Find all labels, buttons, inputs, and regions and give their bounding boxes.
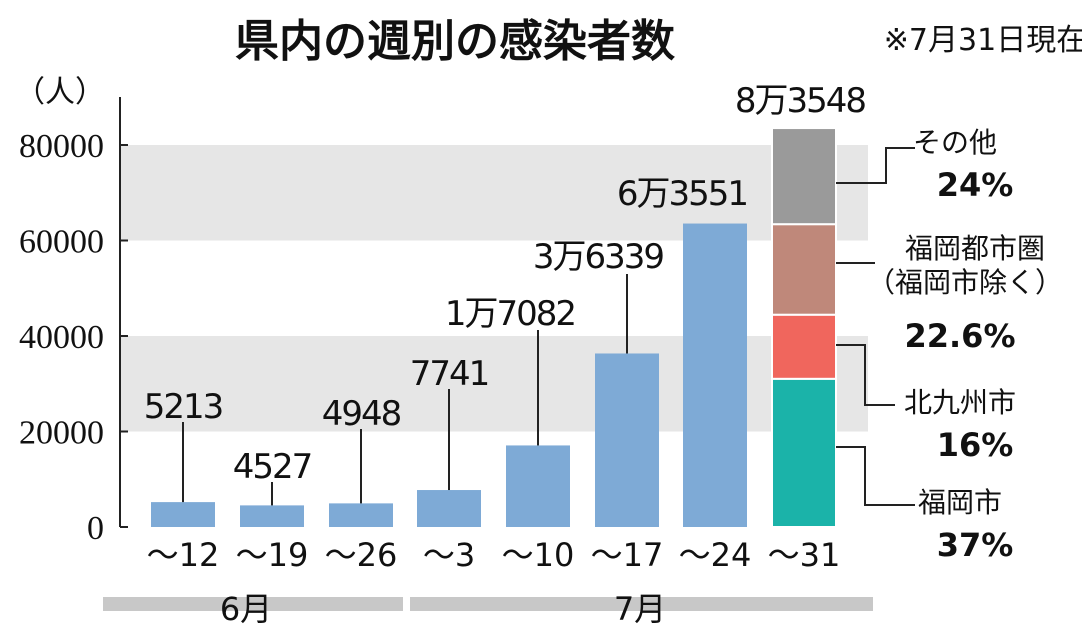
value-label: 5213: [144, 387, 223, 427]
segment-percent: 24%: [937, 166, 1014, 204]
x-tick-label: ～17: [591, 536, 664, 574]
bar: [683, 223, 747, 527]
segment-percent: 22.6%: [904, 317, 1015, 355]
bar: [506, 445, 570, 527]
stack-segment: [771, 377, 837, 528]
segment-percent: 16%: [937, 426, 1014, 464]
segment-name: 北九州市: [904, 386, 1016, 419]
x-tick-label: ～24: [679, 536, 752, 574]
bar: [240, 505, 304, 527]
x-tick-label: ～26: [325, 536, 398, 574]
value-label: 1万7082: [445, 294, 575, 334]
leader-line: [836, 147, 915, 184]
x-tick-label: ～3: [423, 536, 475, 574]
chart-title: 県内の週別の感染者数: [235, 16, 675, 67]
y-axis-label: （人）: [15, 75, 105, 110]
y-tick-label: 80000: [19, 128, 104, 165]
bar: [595, 353, 659, 527]
segment-name-note: （福岡市除く）: [867, 266, 1063, 299]
y-tick-label: 0: [87, 510, 104, 547]
value-label: 8万3548: [735, 81, 866, 121]
grid-band: [120, 145, 868, 241]
value-label: 3万6339: [533, 237, 664, 277]
segment-name: 福岡都市圏: [905, 232, 1045, 265]
stack-segment: [771, 223, 837, 316]
segment-name: 福岡市: [918, 486, 1002, 519]
month-label: 6月: [220, 590, 272, 628]
y-tick-label: 20000: [19, 415, 104, 452]
grid-band: [120, 336, 868, 432]
x-tick-label: ～19: [236, 536, 309, 574]
month-band: [410, 597, 873, 611]
y-tick-label: 60000: [19, 224, 104, 261]
x-tick-label: ～12: [147, 536, 220, 574]
value-label: 4527: [233, 447, 312, 487]
month-label: 7月: [614, 590, 666, 628]
segment-percent: 37%: [937, 526, 1014, 564]
bar: [151, 502, 215, 527]
y-tick-label: 40000: [19, 319, 104, 356]
leader-line: [836, 344, 895, 406]
x-tick-label: ～10: [502, 536, 575, 574]
stack-segment: [771, 313, 837, 380]
stack-segment: [771, 127, 837, 226]
value-label: 7741: [410, 354, 489, 394]
value-label: 6万3551: [617, 174, 747, 214]
date-note: ※7月31日現在: [884, 23, 1082, 58]
leader-line: [836, 446, 915, 506]
x-tick-label: ～31: [768, 536, 841, 574]
value-label: 4948: [322, 394, 401, 434]
bar: [329, 503, 393, 527]
month-band: [103, 597, 403, 611]
bar: [417, 490, 481, 527]
segment-name: その他: [913, 126, 997, 159]
